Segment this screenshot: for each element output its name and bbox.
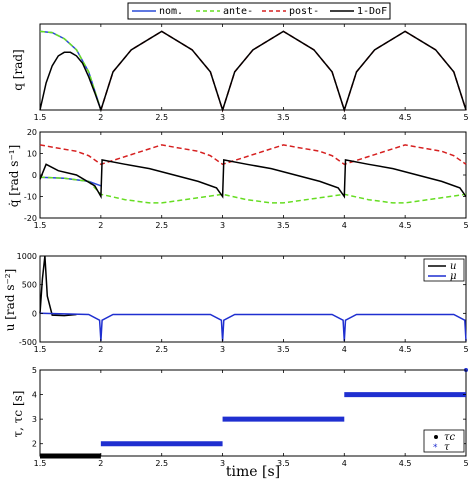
ylabel-tau: τ, τc [s]	[11, 391, 25, 438]
y-tick-label: 10	[27, 150, 37, 159]
panel-u: 1.5 2 2.5 3 3.5 4 4.5 5 -500 0 500 1000 u [rad s⁻²…	[3, 252, 469, 354]
x-tick-label: 2	[98, 459, 103, 468]
legend-tau-box	[423, 429, 465, 453]
y-tick-label: -20	[24, 214, 37, 223]
x-tick-label: 4.5	[399, 345, 412, 354]
x-tick-label: 2	[98, 113, 103, 122]
y-tick-label: 5	[32, 366, 37, 375]
series-line-u	[39, 255, 77, 317]
x-tick-label: 3	[220, 345, 225, 354]
y-tick-label: 20	[27, 128, 37, 137]
xticks-tau: 1.5 2 2.5 3 3.5 4 4.5 5	[34, 370, 469, 468]
ylabel-q: q [rad]	[11, 49, 25, 90]
x-tick-label: 5	[463, 459, 468, 468]
x-tick-label: 1.5	[34, 345, 47, 354]
x-tick-label: 5	[463, 345, 468, 354]
series-line-ante	[39, 176, 467, 204]
panel-tau: 1.5 2 2.5 3 3.5 4 4.5 5 2 3 4 5 τ, τc [s] time [s]…	[11, 366, 469, 480]
y-tick-label: -10	[24, 193, 37, 202]
x-tick-label: 1.5	[34, 221, 47, 230]
x-tick-label: 1.5	[34, 113, 47, 122]
x-tick-label: 2.5	[155, 221, 168, 230]
plot-area-q	[39, 23, 467, 111]
ylabel-qdot: q̇ [rad s⁻¹]	[7, 145, 21, 208]
legend-u-label: u	[450, 261, 456, 272]
series-qdot	[39, 144, 467, 204]
ylabel-u: u [rad s⁻²]	[3, 269, 17, 332]
series-line-1DoF	[39, 158, 467, 200]
x-tick-label: 2.5	[155, 113, 168, 122]
x-tick-label: 3	[220, 113, 225, 122]
x-tick-label: 3.5	[277, 459, 290, 468]
series-line-post	[39, 144, 467, 166]
xticks-q: 1.5 2 2.5 3 3.5 4 4.5 5	[34, 24, 469, 122]
x-tick-label: 2	[98, 221, 103, 230]
x-tick-label: 4	[342, 345, 347, 354]
x-tick-label: 3.5	[277, 345, 290, 354]
x-tick-label: 4	[342, 459, 347, 468]
plot-area-qdot	[39, 131, 467, 219]
plot-area-u	[39, 255, 467, 343]
x-tick-label: 2	[98, 345, 103, 354]
y-tick-label: -500	[19, 338, 37, 347]
legend-top-box	[127, 2, 391, 20]
y-tick-label: 3	[32, 415, 37, 424]
x-tick-label: 4.5	[399, 113, 412, 122]
legend-tau-swatch: *	[433, 443, 438, 453]
x-tick-label: 2.5	[155, 459, 168, 468]
y-tick-label: 500	[22, 281, 37, 290]
x-tick-label: 3	[220, 221, 225, 230]
legend-top: nom. ante- post- 1-DoF	[127, 2, 391, 20]
x-tick-label: 1.5	[34, 459, 47, 468]
y-tick-label: 2	[32, 440, 37, 449]
y-tick-label: 0	[32, 309, 37, 318]
series-q	[39, 30, 467, 113]
legend-u: u μ	[423, 258, 465, 282]
x-tick-label: 5	[463, 113, 468, 122]
legend-post-label: post-	[289, 6, 319, 17]
x-tick-label: 4.5	[399, 459, 412, 468]
panel-qdot: 1.5 2 2.5 3 3.5 4 4.5 5 -20 -10 0 10 20 q̇ [rad s⁻¹…	[7, 128, 469, 230]
legend-tauc-swatch	[434, 435, 438, 439]
legend-nom-label: nom.	[159, 6, 183, 17]
yticks-qdot: -20 -10 0 10 20	[24, 128, 466, 223]
legend-tau-label: τ	[444, 442, 450, 453]
y-tick-label: 1000	[17, 252, 37, 261]
legend-tau: τc * τ	[423, 429, 465, 453]
legend-ante-label: ante-	[223, 6, 253, 17]
panel-q: 1.5 2 2.5 3 3.5 4 4.5 5 q [rad]	[11, 23, 469, 122]
x-tick-label: 3	[220, 459, 225, 468]
legend-tauc-label: τc	[444, 432, 456, 443]
series-line-1DoF	[39, 30, 467, 113]
legend-u-box	[423, 258, 465, 282]
yticks-tau: 2 3 4 5	[32, 366, 466, 449]
legend-1dof-label: 1-DoF	[357, 6, 387, 17]
yticks-u: -500 0 500 1000	[17, 252, 466, 347]
x-tick-label: 2.5	[155, 345, 168, 354]
x-tick-label: 3.5	[277, 113, 290, 122]
xticks-u: 1.5 2 2.5 3 3.5 4 4.5 5	[34, 256, 469, 354]
y-tick-label: 4	[32, 391, 37, 400]
x-tick-label: 4	[342, 221, 347, 230]
legend-mu-label: μ	[450, 271, 457, 282]
x-tick-label: 4.5	[399, 221, 412, 230]
xticks-qdot: 1.5 2 2.5 3 3.5 4 4.5 5	[34, 132, 469, 230]
series-line-ante	[39, 30, 102, 111]
x-tick-label: 3.5	[277, 221, 290, 230]
xlabel-tau: time [s]	[226, 464, 280, 480]
x-tick-label: 4	[342, 113, 347, 122]
y-tick-label: 0	[32, 171, 37, 180]
x-tick-label: 5	[463, 221, 468, 230]
